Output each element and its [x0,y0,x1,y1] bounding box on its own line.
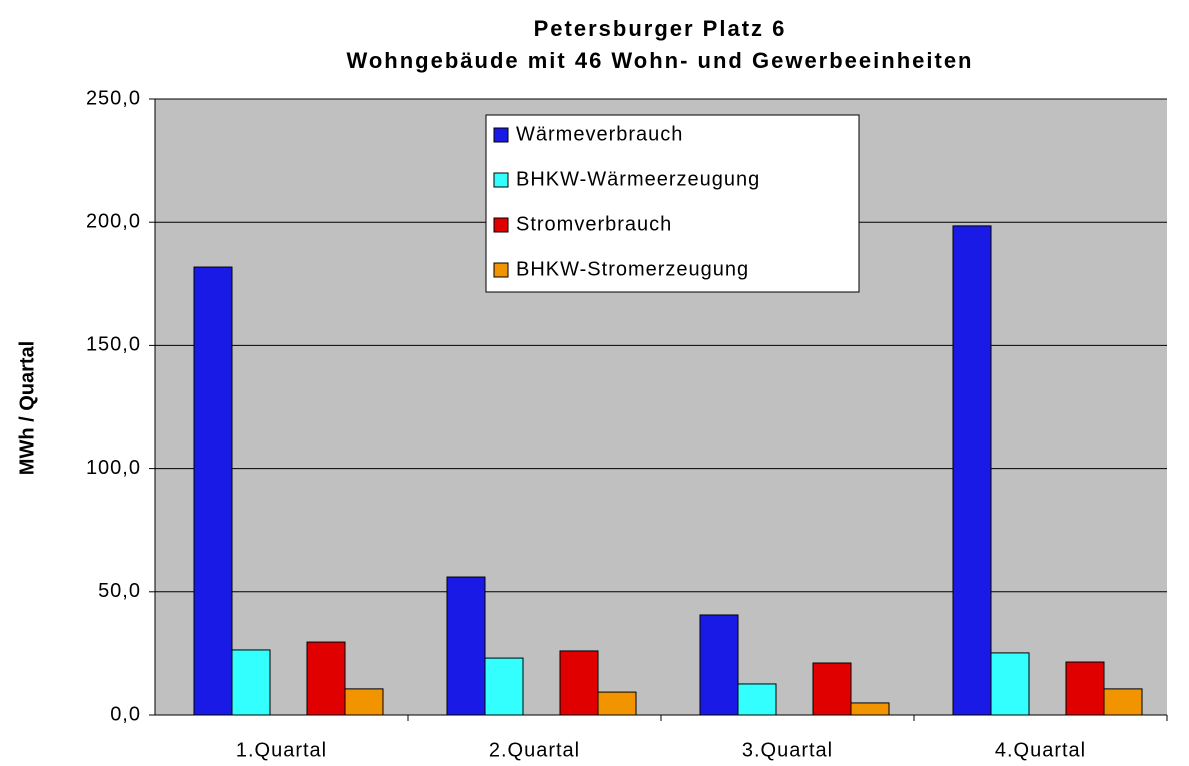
y-tick-label: 0,0 [110,703,141,725]
bar [1065,661,1105,716]
legend-swatch [493,217,509,233]
bar [306,641,346,716]
legend-label: BHKW-Wärmeerzeugung [516,168,760,190]
legend-label: Stromverbrauch [516,213,672,235]
bar [231,649,271,716]
legend-label: BHKW-Stromerzeugung [516,258,749,280]
x-tick-label: 4.Quartal [995,739,1086,761]
legend-swatch [493,172,509,188]
bar [737,683,777,716]
y-tick-label: 50,0 [98,580,141,602]
bar [699,614,739,716]
chart-title: Petersburger Platz 6 [534,16,787,41]
x-tick-label: 3.Quartal [742,739,833,761]
legend-swatch [493,127,509,143]
bar [484,657,524,716]
legend-box [485,114,860,293]
chart-subtitle: Wohngebäude mit 46 Wohn- und Gewerbeeinh… [346,48,973,73]
bar [193,266,233,716]
bar [990,652,1030,716]
bar [812,662,852,716]
y-tick-label: 100,0 [86,457,141,479]
x-tick-label: 1.Quartal [236,739,327,761]
y-tick-label: 200,0 [86,210,141,232]
bar [1103,688,1143,716]
bar [446,576,486,716]
bar [559,650,599,716]
bar [952,225,992,716]
legend-swatch [493,262,509,278]
x-tick-label: 2.Quartal [489,739,580,761]
legend-label: Wärmeverbrauch [516,123,683,145]
bar [597,691,637,716]
y-tick-label: 250,0 [86,87,141,109]
bar [850,702,890,716]
y-axis-label: MWh / Quartal [16,341,38,475]
bar [344,688,384,716]
y-tick-label: 150,0 [86,334,141,356]
